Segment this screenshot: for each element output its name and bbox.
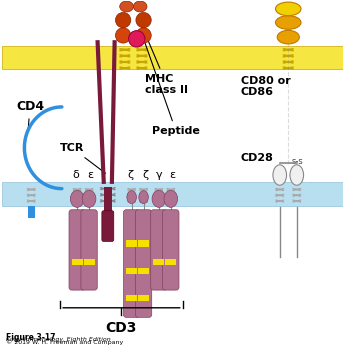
Bar bbox=[2, 46, 343, 69]
Ellipse shape bbox=[276, 16, 301, 29]
Bar bbox=[72, 259, 82, 265]
Ellipse shape bbox=[127, 191, 136, 204]
Ellipse shape bbox=[164, 191, 178, 208]
Ellipse shape bbox=[129, 31, 145, 47]
Ellipse shape bbox=[152, 191, 166, 208]
Ellipse shape bbox=[290, 165, 304, 185]
FancyBboxPatch shape bbox=[135, 210, 152, 317]
Bar bbox=[138, 240, 149, 246]
Text: γ: γ bbox=[156, 170, 162, 180]
Ellipse shape bbox=[139, 191, 148, 204]
Text: Figure 3-17: Figure 3-17 bbox=[6, 333, 55, 342]
Ellipse shape bbox=[70, 191, 84, 208]
Text: ζ: ζ bbox=[127, 170, 133, 180]
Bar bbox=[126, 268, 137, 274]
Ellipse shape bbox=[136, 12, 151, 28]
Text: CD3: CD3 bbox=[106, 321, 137, 336]
Text: ζ: ζ bbox=[142, 170, 148, 180]
FancyBboxPatch shape bbox=[102, 211, 114, 242]
Bar bbox=[138, 268, 149, 274]
FancyBboxPatch shape bbox=[151, 210, 167, 290]
Text: δ: δ bbox=[72, 170, 79, 180]
Text: © 2019 W. H. Freeman and Company: © 2019 W. H. Freeman and Company bbox=[6, 339, 123, 345]
Ellipse shape bbox=[276, 2, 301, 16]
Text: CD28: CD28 bbox=[240, 153, 274, 163]
Text: ε: ε bbox=[88, 170, 94, 180]
Text: Kuby Immunology, Eighth Edition: Kuby Immunology, Eighth Edition bbox=[6, 337, 110, 342]
Ellipse shape bbox=[273, 165, 287, 185]
Text: ε: ε bbox=[169, 170, 176, 180]
FancyBboxPatch shape bbox=[81, 210, 97, 290]
Text: CD80 or
CD86: CD80 or CD86 bbox=[240, 76, 290, 97]
Text: Peptide: Peptide bbox=[145, 41, 200, 136]
Ellipse shape bbox=[116, 28, 131, 43]
FancyBboxPatch shape bbox=[124, 210, 140, 317]
Ellipse shape bbox=[82, 191, 96, 208]
Bar bbox=[83, 259, 95, 265]
Bar bbox=[28, 206, 34, 218]
Ellipse shape bbox=[277, 30, 299, 44]
Bar bbox=[165, 259, 176, 265]
Ellipse shape bbox=[116, 12, 131, 28]
Ellipse shape bbox=[120, 1, 134, 12]
Text: TCR: TCR bbox=[60, 143, 106, 174]
Bar bbox=[138, 295, 149, 301]
FancyBboxPatch shape bbox=[69, 210, 85, 290]
Ellipse shape bbox=[134, 1, 147, 12]
Bar bbox=[2, 182, 343, 206]
Bar bbox=[126, 295, 137, 301]
Text: s-s: s-s bbox=[292, 157, 303, 166]
Text: MHC
class II: MHC class II bbox=[141, 24, 188, 95]
Bar bbox=[154, 259, 164, 265]
Bar bbox=[126, 240, 137, 246]
FancyBboxPatch shape bbox=[162, 210, 179, 290]
Ellipse shape bbox=[136, 28, 151, 43]
Text: CD4: CD4 bbox=[16, 100, 44, 132]
Bar bbox=[104, 187, 112, 212]
